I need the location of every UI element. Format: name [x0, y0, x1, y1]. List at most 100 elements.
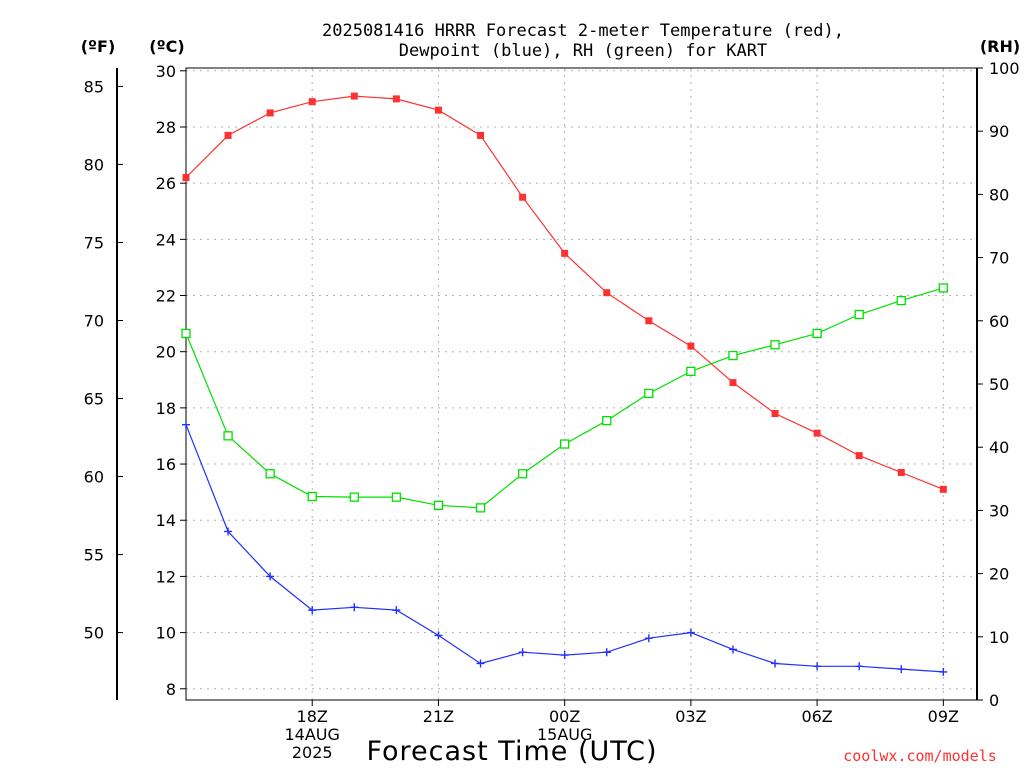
fahrenheit-tick-label: 75	[84, 233, 104, 252]
rh-tick-label: 50	[989, 375, 1009, 394]
x-tick-label: 21Z	[423, 707, 454, 726]
rh-point	[896, 295, 906, 306]
rh-point	[854, 309, 864, 320]
celsius-axis-unit-label: (ºC)	[149, 37, 184, 56]
temperature-point	[813, 429, 821, 437]
celsius-tick-label: 26	[156, 174, 176, 193]
celsius-tick-label: 24	[156, 230, 176, 249]
temperature-point	[561, 249, 569, 257]
x-axis-label: Forecast Time (UTC)	[366, 736, 657, 767]
celsius-tick-label: 14	[156, 511, 176, 530]
rh-axis-unit-label: (RH)	[980, 37, 1020, 56]
temperature-point	[350, 92, 358, 100]
rh-tick-label: 90	[989, 122, 1009, 141]
dewpoint-point	[308, 606, 317, 615]
rh-tick-label: 30	[989, 501, 1009, 520]
rh-tick-label: 10	[989, 628, 1009, 647]
celsius-tick-label: 18	[156, 399, 176, 418]
dewpoint-point	[728, 645, 737, 654]
dewpoint-point	[644, 634, 653, 643]
dewpoint-point	[434, 631, 443, 640]
rh-tick-label: 0	[989, 691, 999, 710]
x-tick-label: 00Z	[549, 707, 580, 726]
celsius-tick-label: 30	[156, 62, 176, 81]
celsius-tick-label: 16	[156, 455, 176, 474]
rh-tick-label: 70	[989, 249, 1009, 268]
fahrenheit-tick-label: 65	[84, 390, 104, 409]
rh-point	[223, 431, 233, 441]
rh-point	[686, 366, 696, 377]
rh-point	[265, 469, 275, 479]
rh-point	[307, 491, 317, 502]
rh-point	[644, 388, 654, 399]
chart-title: 2025081416 HRRR Forecast 2-meter Tempera…	[322, 21, 844, 41]
temperature-point	[434, 106, 442, 114]
rh-point	[602, 416, 612, 426]
dewpoint-point	[602, 648, 611, 657]
rh-point	[181, 328, 191, 339]
rh-tick-label: 60	[989, 312, 1009, 331]
grid	[186, 68, 977, 700]
rh-tick-label: 20	[989, 565, 1009, 584]
rh-point	[728, 350, 738, 361]
x-tick-label: 09Z	[928, 707, 959, 726]
rh-point	[433, 500, 444, 510]
celsius-tick-label: 10	[156, 624, 176, 643]
rh-point	[560, 439, 570, 449]
dewpoint-point	[813, 662, 822, 671]
axes: 8 10 12 14 16 18 20 22 24 26 28 30 50 55 60 65 70 75 80 85 0…	[84, 59, 1020, 762]
temperature-point	[687, 342, 695, 350]
temperature-point	[939, 485, 947, 493]
rh-tick-label: 40	[989, 438, 1009, 457]
rh-tick-label: 80	[989, 185, 1009, 204]
x-tick-label: 15AUG	[537, 725, 592, 744]
rh-point	[812, 328, 822, 339]
celsius-tick-label: 28	[156, 118, 176, 137]
temperature-point	[603, 289, 611, 297]
celsius-tick-label: 22	[156, 287, 176, 306]
dewpoint-point	[518, 648, 527, 657]
fahrenheit-tick-label: 60	[84, 468, 104, 487]
rh-point	[475, 503, 486, 513]
dewpoint-point	[686, 628, 695, 637]
temperature-point	[308, 98, 316, 106]
temperature-point	[729, 379, 737, 387]
temperature-point	[771, 409, 779, 417]
chart-subtitle: Dewpoint (blue), RH (green) for KART	[399, 41, 767, 61]
dewpoint-point	[266, 572, 275, 581]
dewpoint-point	[939, 667, 948, 676]
rh-point	[391, 492, 402, 502]
temperature-point	[855, 452, 863, 460]
dewpoint-point	[182, 420, 190, 429]
fahrenheit-axis-unit-label: (ºF)	[81, 37, 116, 56]
temperature-point	[182, 174, 190, 182]
dewpoint-point	[350, 603, 359, 612]
dewpoint-point	[560, 651, 569, 660]
rh-point	[938, 283, 948, 293]
fahrenheit-tick-label: 50	[84, 624, 104, 643]
rh-tick-label: 100	[989, 59, 1020, 78]
temperature-point	[519, 193, 527, 201]
dewpoint-point	[855, 662, 864, 671]
temperature-point	[224, 131, 232, 139]
dewpoint-point	[224, 527, 233, 536]
temperature-point	[392, 95, 400, 103]
x-tick-label: 03Z	[675, 707, 706, 726]
rh-point	[517, 469, 528, 479]
celsius-tick-label: 20	[156, 343, 176, 362]
x-tick-label: 06Z	[801, 707, 832, 726]
celsius-tick-label: 8	[166, 680, 176, 699]
fahrenheit-tick-label: 80	[84, 155, 104, 174]
temperature-point	[645, 317, 653, 325]
fahrenheit-tick-label: 85	[84, 77, 104, 96]
temperature-point	[897, 468, 905, 476]
dewpoint-point	[897, 665, 906, 674]
fahrenheit-tick-label: 70	[84, 311, 104, 330]
series-layer	[181, 92, 948, 676]
celsius-tick-label: 12	[156, 567, 176, 586]
temperature-point	[477, 131, 485, 139]
fahrenheit-tick-label: 55	[84, 546, 104, 565]
